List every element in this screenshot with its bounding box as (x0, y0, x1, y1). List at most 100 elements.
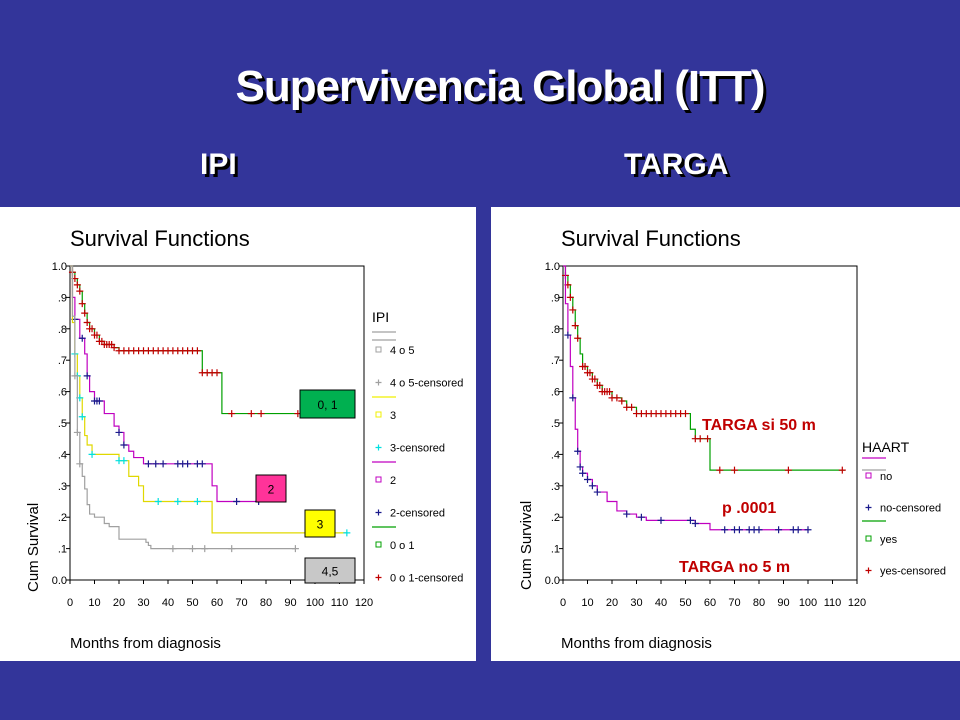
censor-mark (184, 460, 192, 468)
y-tick-label: .4 (551, 449, 560, 461)
censor-mark (233, 498, 241, 505)
censor-mark (755, 526, 763, 534)
legend-marker (375, 379, 382, 386)
censor-mark (637, 513, 645, 521)
x-tick-label: 20 (606, 597, 618, 609)
censor-mark (120, 441, 128, 449)
censor-mark (574, 334, 582, 342)
censor-mark (564, 331, 572, 339)
censor-mark (73, 428, 81, 436)
censor-mark (584, 476, 591, 484)
censor-mark (696, 435, 704, 443)
censor-mark (731, 466, 738, 474)
censor-mark (569, 306, 577, 314)
x-tick-label: 30 (137, 597, 149, 609)
survival-curve-4-o-5 (70, 265, 296, 550)
x-tick-label: 10 (581, 597, 593, 609)
x-axis-label: Months from diagnosis (70, 635, 221, 652)
censor-mark (586, 369, 594, 377)
x-axis-label: Months from diagnosis (561, 635, 712, 652)
censor-mark (193, 498, 201, 505)
annotation-label: 3 (317, 518, 324, 532)
legend-label: 3-censored (390, 443, 445, 455)
y-tick-label: .9 (58, 292, 67, 304)
censor-mark (78, 413, 86, 421)
x-tick-label: 60 (211, 597, 223, 609)
legend-marker (375, 541, 382, 548)
legend-label: yes (880, 534, 898, 546)
censor-mark (78, 334, 86, 342)
censor-mark (76, 287, 84, 295)
annotation-label: TARGA si 50 m (702, 417, 816, 434)
censor-mark (213, 369, 221, 377)
x-tick-label: 120 (355, 597, 373, 609)
x-tick-label: 110 (824, 597, 842, 609)
y-tick-label: 0.0 (52, 575, 67, 587)
y-tick-label: .5 (551, 418, 560, 430)
x-tick-label: 70 (728, 597, 740, 609)
censor-mark (618, 397, 626, 405)
censor-mark (569, 394, 577, 402)
legend-title: IPI (372, 309, 389, 325)
y-tick-label: .8 (551, 324, 560, 336)
x-tick-label: 30 (630, 597, 642, 609)
x-tick-label: 0 (67, 597, 73, 609)
censor-mark (81, 309, 89, 317)
y-tick-label: 1.0 (545, 261, 560, 273)
censor-mark (95, 397, 103, 405)
censor-mark (115, 428, 123, 436)
y-tick-label: .9 (551, 292, 560, 304)
legend-marker (375, 411, 382, 418)
censor-mark (247, 410, 255, 418)
censor-mark (566, 293, 574, 301)
legend-label: no (880, 471, 892, 483)
censor-mark (596, 381, 604, 389)
x-tick-label: 80 (260, 597, 272, 609)
x-tick-label: 100 (306, 597, 324, 609)
censor-mark (794, 526, 802, 534)
legend-label: no-censored (880, 503, 941, 515)
censor-mark (193, 347, 201, 355)
survival-curve-0-o-1 (70, 265, 311, 415)
legend-marker (375, 476, 382, 483)
survival-curve-2 (70, 265, 259, 503)
x-tick-label: 100 (799, 597, 817, 609)
censor-mark (735, 526, 743, 534)
censor-mark (593, 488, 601, 496)
annotation-box (255, 474, 287, 503)
censor-mark (174, 498, 182, 505)
censor-mark (343, 529, 351, 537)
censor-mark (228, 545, 236, 553)
legend-marker (865, 472, 872, 479)
censor-mark (628, 403, 636, 411)
x-tick-label: 50 (186, 597, 198, 609)
censor-mark (657, 516, 665, 524)
survival-curve-no (563, 265, 808, 531)
censor-mark (88, 325, 96, 333)
censor-mark (189, 545, 196, 553)
censor-mark (169, 545, 177, 553)
legend-marker (865, 535, 872, 542)
x-tick-label: 90 (284, 597, 296, 609)
legend-marker (375, 574, 382, 581)
censor-mark (704, 435, 712, 443)
censor-mark (83, 319, 91, 327)
censor-mark (623, 510, 631, 518)
annotation-label: TARGA no 5 m (679, 559, 790, 576)
annotation-label: 0, 1 (317, 398, 337, 412)
censor-mark (591, 375, 599, 383)
censor-mark (88, 450, 96, 458)
x-tick-label: 10 (88, 597, 100, 609)
censor-mark (78, 300, 86, 308)
chart-title: Survival Functions (70, 226, 250, 251)
y-tick-label: .4 (58, 449, 67, 461)
censor-mark (576, 463, 584, 471)
censor-mark (76, 460, 84, 468)
x-tick-label: 50 (679, 597, 691, 609)
censor-mark (152, 460, 160, 468)
y-tick-label: .1 (58, 544, 67, 556)
y-tick-label: .8 (58, 324, 67, 336)
censor-mark (574, 447, 582, 455)
censor-mark (775, 526, 783, 534)
censor-mark (110, 344, 118, 352)
